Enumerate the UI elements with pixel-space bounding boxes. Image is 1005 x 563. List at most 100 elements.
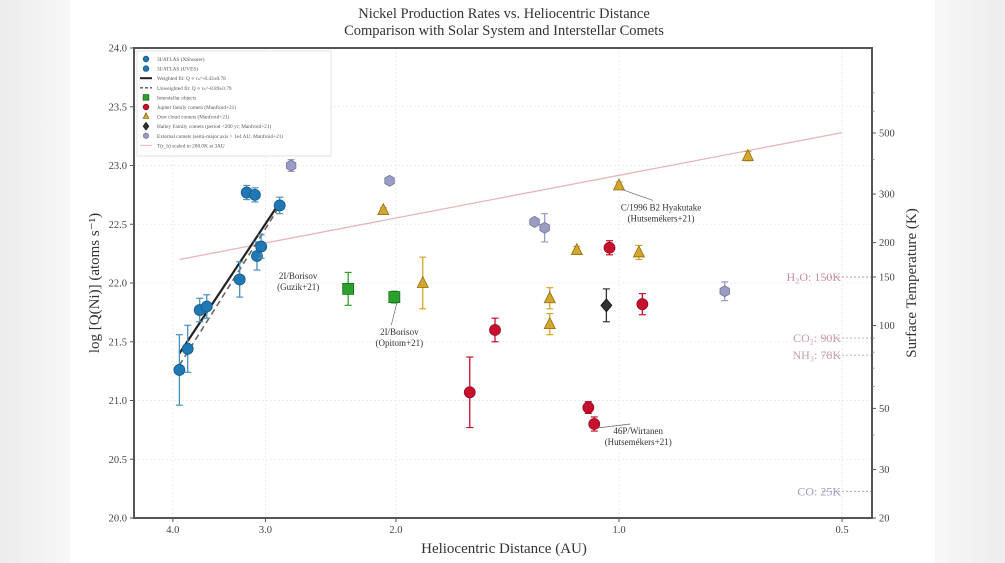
annotation-label: 2I/Borisov [380, 327, 419, 337]
weighted-fit-line [178, 200, 282, 355]
legend-swatch-diamond [142, 121, 150, 131]
y2-axis-ticks: 500 300 200 150 100 50 30 20 [872, 92, 895, 525]
y2-tick-label: 150 [879, 273, 895, 284]
y2-tick-label: 300 [879, 190, 895, 201]
legend-swatch-triangle [142, 111, 150, 119]
y2-tick-label: 50 [879, 404, 890, 415]
y-tick-label: 22.0 [109, 279, 127, 290]
y2-tick-label: 30 [879, 465, 890, 476]
annotation-reference: (Guzik+21) [277, 282, 319, 292]
data-point-triangle [543, 290, 556, 304]
data-point-triangle [543, 316, 556, 330]
ice-line-label: H₂O: 150K [786, 270, 841, 284]
y-tick-label: 20.5 [109, 455, 127, 466]
data-point-square [388, 291, 401, 304]
y-tick-label: 23.0 [109, 161, 127, 172]
data-point-circle [489, 324, 501, 336]
annotation-label: 46P/Wirtanen [613, 426, 663, 436]
ice-line-label: CO: 25K [797, 484, 841, 498]
x-axis-label: Heliocentric Distance (AU) [421, 541, 587, 557]
chart-subtitle: Comparison with Solar System and Interst… [344, 23, 664, 39]
annotation-reference: (Hutsemékers+21) [605, 437, 672, 447]
unweighted-fit-line [178, 203, 282, 366]
chart-title: Nickel Production Rates vs. Heliocentric… [358, 6, 650, 22]
legend-label: Halley Family comets (period <200 yr; Ma… [157, 123, 271, 130]
y2-axis-label: Surface Temperature (K) [904, 208, 920, 357]
data-point-triangle [416, 275, 429, 288]
y2-tick-label: 500 [879, 129, 895, 140]
ice-lines-layer: H₂O: 150K CO₂: 90K NH₃: 78K CO: 25K [786, 270, 872, 498]
y-tick-label: 23.5 [109, 102, 127, 113]
data-point-circle [582, 401, 595, 414]
y-tick-label: 24.0 [109, 44, 127, 55]
data-point-circle [463, 386, 476, 399]
x-tick-label: 2.0 [389, 525, 402, 536]
legend-swatch-circle [142, 103, 150, 111]
data-point-circle [200, 300, 213, 313]
x-tick-label: 3.0 [259, 525, 272, 536]
temperature-curve-layer [179, 131, 843, 261]
y-axis-label: log [Q(Ni)] (atoms s⁻¹) [87, 213, 103, 353]
legend-label: 3I/ATLAS (XShooter) [157, 56, 205, 63]
fit-lines-layer [178, 200, 282, 366]
data-point-triangle [632, 245, 646, 258]
data-point-circle [603, 241, 616, 254]
data-point-hexagon [285, 159, 297, 172]
y-tick-label: 20.0 [109, 514, 127, 525]
y-tick-label: 21.0 [109, 396, 127, 407]
annotation-leader-line [597, 423, 631, 429]
annotation-label: C/1996 B2 Hyakutake [621, 202, 702, 212]
data-point-circle [255, 240, 268, 253]
legend-box [136, 50, 332, 157]
annotation-leader-line [390, 301, 398, 326]
ice-line-label: CO₂: 90K [793, 331, 841, 345]
legend-label: Jupiter family comets (Manfroid+21) [157, 104, 236, 111]
legend-label: External comets (semi-major axis > 1e4 A… [157, 133, 283, 140]
legend: 3I/ATLAS (XShooter) 3I/ATLAS (UVES) Weight… [136, 50, 332, 157]
data-point-triangle [741, 148, 755, 162]
annotation-label: 2I/Borisov [279, 271, 318, 281]
data-point-hexagon [384, 174, 395, 187]
x-tick-label: 0.5 [836, 525, 849, 536]
y-axis-ticks: 24.0 23.5 23.0 22.5 22.0 21.5 21.0 20.5 20.0 [109, 44, 134, 525]
legend-swatch-square [142, 94, 150, 101]
annotation-leader-line [621, 189, 654, 201]
legend-label: Oort cloud comets (Manfroid+21) [157, 114, 230, 121]
x-tick-label: 4.0 [166, 525, 179, 536]
y-tick-label: 21.5 [109, 337, 127, 348]
data-point-hexagon [529, 215, 540, 228]
annotations-layer: 2I/Borisov(Guzik+21)2I/Borisov(Opitom+21… [277, 189, 701, 447]
legend-label: Weighted fit: Q ∝ rₕ^-8.43±0.78 [157, 75, 226, 82]
data-point-triangle [377, 202, 390, 216]
legend-swatch-hexagon [143, 132, 149, 140]
data-point-circle [588, 418, 601, 430]
annotation-reference: (Opitom+21) [376, 338, 424, 348]
data-point-diamond [600, 298, 613, 313]
y-tick-label: 22.5 [109, 220, 127, 231]
temperature-curve-line [179, 131, 843, 261]
y2-tick-label: 20 [879, 514, 890, 525]
left-margin-background [0, 0, 70, 563]
y2-tick-label: 100 [879, 321, 895, 332]
data-point-circle [173, 364, 186, 376]
data-point-circle [636, 298, 649, 311]
data-point-triangle [612, 178, 626, 191]
right-margin-background [935, 0, 1005, 563]
data-point-hexagon [539, 221, 550, 234]
data-point-circle [273, 199, 286, 212]
data-point-hexagon [719, 285, 730, 298]
legend-label: Unweighted fit: Q ∝ rₕ^-8.89±0.79 [157, 85, 232, 92]
data-point-circle [249, 188, 261, 201]
data-point-triangle [570, 242, 583, 256]
x-tick-label: 1.0 [612, 525, 625, 536]
x-axis-ticks: 4.0 3.0 2.0 1.0 0.5 [166, 518, 849, 536]
legend-swatch-circle [142, 65, 150, 72]
legend-label: 3I/ATLAS (UVES) [157, 66, 198, 73]
ice-line-label: NH₃: 78K [792, 348, 841, 362]
annotation-reference: (Hutsemékers+21) [627, 213, 694, 223]
y2-tick-label: 200 [879, 238, 895, 249]
legend-label: T(r_h) scaled to 200.0K at 3AU [157, 142, 225, 149]
data-point-circle [233, 273, 246, 286]
legend-label: Interstellar objects [157, 95, 196, 101]
